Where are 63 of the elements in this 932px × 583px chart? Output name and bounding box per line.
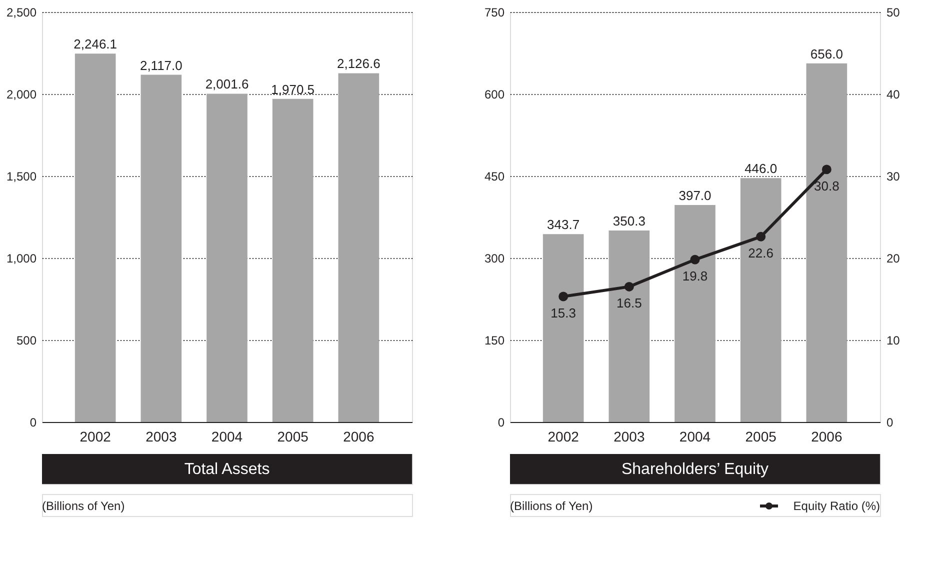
y-tick-label: 0: [30, 416, 37, 430]
x-tick-label: 2003: [146, 428, 177, 444]
data-label: 2,246.1: [74, 36, 118, 52]
bar: [272, 98, 314, 422]
point: [558, 292, 568, 302]
bar: [74, 54, 116, 422]
bar: [806, 63, 848, 422]
y-tick-label: 500: [16, 334, 37, 348]
x-tick-label: 2006: [811, 428, 842, 444]
data-label: 16.5: [616, 296, 642, 311]
y-tick-label: 0: [498, 416, 505, 430]
point: [690, 254, 700, 264]
y-tick-label: 2,000: [6, 88, 37, 102]
data-label: 656.0: [810, 46, 843, 62]
y-tick-label: 450: [484, 170, 505, 184]
y-tick-label: 600: [484, 88, 505, 102]
y-tick-label: 1,500: [6, 170, 37, 184]
data-label: 2,117.0: [140, 58, 182, 73]
text: (Billions of Yen): [510, 499, 593, 513]
x-tick-label: 2004: [211, 428, 243, 444]
bar: [140, 74, 182, 422]
bar: [338, 73, 380, 422]
y-tick-label: 1,000: [6, 252, 37, 266]
bar: [740, 178, 782, 422]
x-tick-label: 2002: [80, 428, 112, 444]
bar: [608, 230, 650, 422]
y-tick-label: 2,500: [6, 6, 37, 20]
x-tick-label: 2004: [679, 428, 711, 444]
data-label: 2,001.6: [205, 76, 249, 92]
x-tick-label: 2005: [277, 428, 309, 444]
data-label: 343.7: [547, 217, 580, 232]
y2-tick-label: 20: [886, 252, 900, 266]
point: [624, 282, 634, 292]
data-label: 19.8: [682, 268, 708, 284]
point: [756, 232, 766, 242]
y2-tick-label: 40: [886, 88, 900, 102]
x-tick-label: 2006: [343, 428, 374, 444]
text: Shareholders’ Equity: [621, 461, 769, 478]
data-label: 397.0: [678, 188, 712, 203]
bar: [674, 204, 716, 422]
data-label: 350.3: [612, 214, 646, 229]
data-label: 30.8: [814, 178, 840, 194]
text: (Billions of Yen): [42, 499, 125, 513]
y-tick-label: 750: [484, 6, 505, 20]
y2-tick-label: 10: [886, 334, 900, 348]
text: Total Assets: [184, 461, 270, 478]
y2-tick-label: 30: [886, 170, 900, 184]
bar: [206, 94, 248, 422]
data-label: 2,126.6: [336, 56, 380, 72]
legend-label: Equity Ratio (%): [793, 499, 880, 513]
data-label: 1,970.5: [271, 82, 315, 97]
data-label: 22.6: [748, 246, 774, 261]
point: [822, 164, 832, 174]
x-tick-label: 2003: [614, 428, 645, 444]
y-tick-label: 300: [484, 252, 505, 266]
y-tick-label: 150: [484, 334, 505, 348]
data-label: 15.3: [550, 306, 576, 321]
y2-tick-label: 0: [886, 416, 894, 430]
y2-tick-label: 50: [886, 6, 900, 20]
x-tick-label: 2005: [745, 428, 777, 444]
bar: [542, 234, 584, 422]
x-tick-label: 2002: [548, 428, 580, 444]
data-label: 446.0: [744, 161, 778, 176]
